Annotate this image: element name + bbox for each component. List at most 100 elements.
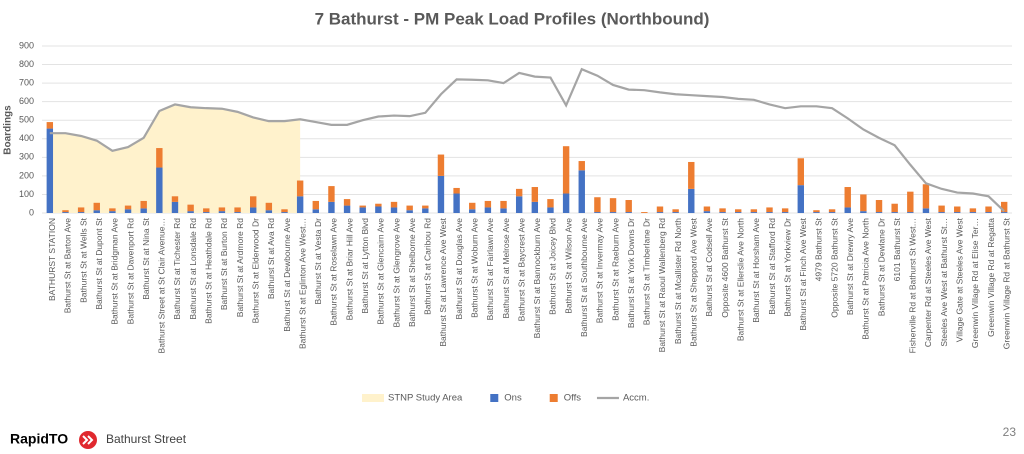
y-tick-label: 300 <box>19 152 34 162</box>
bar-segment <box>437 154 445 176</box>
x-tick-label: Bathurst St at Invermay Ave <box>595 218 605 323</box>
chart-title: 7 Bathurst - PM Peak Load Profiles (Nort… <box>315 9 710 28</box>
bar-segment <box>250 196 257 208</box>
legend-label: Offs <box>564 393 581 404</box>
bar-segment <box>218 207 226 212</box>
x-tick-label: BATHURST STATION <box>47 218 57 301</box>
x-tick-label: Bathurst St at Drewry Ave <box>845 218 855 315</box>
logo-text: RapidTO <box>10 431 68 447</box>
bar-segment <box>797 185 804 213</box>
x-tick-label: Bathurst St at Raoul Wallenberg Rd <box>657 218 667 353</box>
x-tick-label: Greenwin Village Rd at Elise Ter… <box>970 218 980 348</box>
bar-segment <box>719 212 726 213</box>
bar-segment <box>703 206 711 212</box>
bar-segment <box>343 199 351 206</box>
bar-segment <box>907 191 914 213</box>
bar-segment <box>891 212 898 213</box>
bar-segment <box>343 205 351 213</box>
y-tick-label: 800 <box>19 59 34 69</box>
x-tick-label: Bathurst St at Vesta Dr <box>313 218 323 305</box>
bar-segment <box>109 208 116 212</box>
bar-segment <box>1000 201 1008 213</box>
x-tick-label: Bathurst St at Barton Ave <box>63 218 73 314</box>
bar-segment <box>672 212 679 213</box>
x-tick-label: Bathurst St at Lawrence Ave West <box>438 217 448 346</box>
x-tick-label: 4979 Bathurst St <box>814 217 824 281</box>
bar-segment <box>562 146 570 194</box>
legend-label: Accm. <box>623 393 649 404</box>
bar-segment <box>156 148 163 168</box>
y-tick-label: 400 <box>19 133 34 143</box>
bar-segment <box>985 206 992 213</box>
x-tick-label: Bathurst St at Baycrest Ave <box>516 218 526 322</box>
legend-swatch <box>362 394 384 402</box>
x-tick-label: Bathurst St at Bridgman Ave <box>110 218 120 325</box>
bar-segment <box>296 180 304 197</box>
bar-segment <box>422 205 429 209</box>
x-tick-label: Fisherville Rd at Bathurst St West… <box>908 218 918 353</box>
bar-segment <box>781 208 789 213</box>
x-tick-label: Bathurst St at Glengrove Ave <box>391 218 401 328</box>
bar-segment <box>938 212 945 213</box>
bar-segment <box>77 212 85 213</box>
bar-segment <box>797 158 804 186</box>
study-area <box>49 104 301 213</box>
bar-segment <box>594 197 601 213</box>
x-tick-label: Bathurst St at Timberlane Dr <box>642 218 652 325</box>
bar-segment <box>187 211 194 213</box>
bar-segment <box>891 203 898 213</box>
x-tick-label: Bathurst St at Ardmore Rd <box>235 218 245 317</box>
bar-segment <box>390 201 398 208</box>
x-tick-label: Opposite 5720 Bathurst St <box>829 217 839 317</box>
page-number: 23 <box>1003 425 1017 439</box>
x-tick-label: Bathurst St at Fairlawn Ave <box>485 218 495 321</box>
x-tick-label: Bathurst St at Burton Rd <box>219 218 229 310</box>
bar-segment <box>735 209 742 213</box>
bar-segment <box>328 186 335 202</box>
bar-segment <box>156 167 163 213</box>
x-tick-label: Bathurst St at Joicey Blvd <box>548 218 558 315</box>
bar-segment <box>781 212 789 213</box>
bar-segment <box>359 205 366 208</box>
bar-segment <box>265 210 273 213</box>
bar-segment <box>77 207 85 213</box>
x-tick-label: Bathurst St at Sheppard Ave West <box>689 217 699 346</box>
bar-segment <box>375 206 382 213</box>
bar-segment <box>688 161 695 189</box>
x-tick-label: Bathurst St at York Downs Dr <box>626 218 636 328</box>
bar-segment <box>187 204 194 212</box>
x-tick-label: Bathurst St at Davenport Rd <box>125 218 135 325</box>
x-tick-label: Bathurst St at Eglinton Ave West… <box>297 218 307 349</box>
bar-segment <box>484 207 492 213</box>
bar-segment <box>609 212 617 213</box>
bar-segment <box>688 188 695 213</box>
bar-segment <box>625 200 632 213</box>
x-tick-label: Bathurst Street at St Clair Avenue… <box>157 218 167 353</box>
bar-segment <box>641 212 648 213</box>
accm-line <box>49 67 1005 212</box>
x-tick-label: 6101 Bathurst St <box>892 217 902 281</box>
x-tick-label: Bathurst St at Bannockburn Ave <box>532 218 542 339</box>
x-tick-label: Bathurst St at Wilson Ave <box>563 218 573 314</box>
bar-segment <box>547 207 554 213</box>
bar-segment <box>735 212 742 213</box>
bar-segment <box>422 208 429 213</box>
x-tick-label: Bathurst St at Melrose Ave <box>501 218 511 319</box>
y-tick-label: 500 <box>19 115 34 125</box>
x-tick-label: Bathurst St at Mcallister Rd North <box>673 218 683 344</box>
bar-segment <box>1000 212 1008 213</box>
bar-segment <box>828 209 836 213</box>
bar-segment <box>969 208 977 213</box>
bar-segment <box>766 207 773 213</box>
x-tick-label: Bathurst St at Finch Ave West <box>798 217 808 330</box>
x-tick-label: Bathurst St at Douglas Ave <box>454 218 464 320</box>
bar-segment <box>469 202 476 210</box>
x-tick-label: Bathurst St at Caribou Rd <box>423 218 433 315</box>
bar-segment <box>171 201 179 213</box>
bar-segment <box>656 212 664 213</box>
bar-segment <box>437 175 445 213</box>
bar-segment <box>922 208 930 213</box>
bar-segment <box>234 207 241 213</box>
bar-segment <box>375 203 382 207</box>
